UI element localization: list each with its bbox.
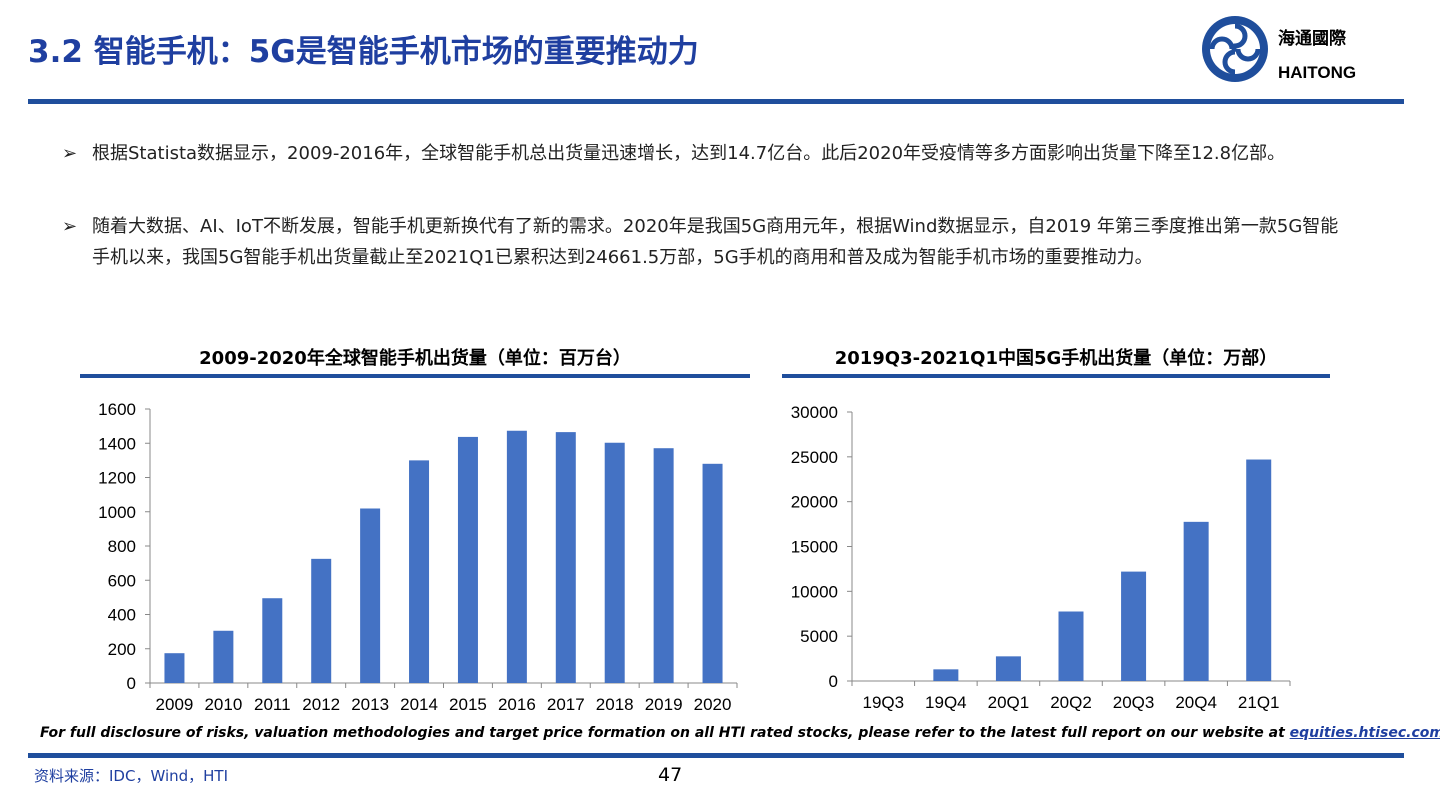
page-title: 3.2 智能手机：5G是智能手机市场的重要推动力: [28, 34, 699, 70]
x-tick-label: 19Q4: [925, 693, 967, 712]
x-tick-label: 2016: [498, 695, 536, 714]
source-note: 资料来源：IDC，Wind，HTI: [34, 767, 229, 785]
x-tick-label: 20Q1: [988, 693, 1030, 712]
bar-2017: [555, 432, 576, 683]
bar-2010: [213, 630, 234, 683]
x-tick-label: 2010: [204, 695, 242, 714]
x-tick-label: 2009: [156, 695, 194, 714]
chart1-title: 2009-2020年全球智能手机出货量（单位：百万台）: [199, 348, 631, 369]
bar-19Q4: [933, 669, 959, 681]
y-tick-label: 5000: [800, 627, 838, 646]
chart1-title-underline: [80, 374, 750, 378]
x-tick-label: 2018: [596, 695, 634, 714]
chart2-title-underline: [782, 374, 1330, 378]
bar-2016: [506, 430, 527, 683]
y-tick-label: 30000: [791, 403, 838, 422]
bar-2020: [702, 463, 723, 683]
y-tick-label: 400: [108, 606, 136, 625]
y-tick-label: 1600: [98, 400, 136, 419]
bar-20Q2: [1058, 611, 1084, 681]
y-tick-label: 10000: [791, 582, 838, 601]
bar-2019: [653, 448, 674, 683]
bar-20Q4: [1183, 521, 1209, 681]
bar-2018: [604, 442, 625, 683]
x-tick-label: 21Q1: [1238, 693, 1280, 712]
y-tick-label: 600: [108, 571, 136, 590]
x-tick-label: 2019: [645, 695, 683, 714]
y-tick-label: 1200: [98, 469, 136, 488]
chart2-title: 2019Q3-2021Q1中国5G手机出货量（单位：万部）: [834, 348, 1278, 369]
y-tick-label: 20000: [791, 493, 838, 512]
bullet-1: ➢ 根据Statista数据显示，2009-2016年，全球智能手机总出货量迅速…: [62, 138, 1352, 169]
header-divider: [28, 99, 1404, 104]
x-tick-label: 2011: [254, 695, 291, 714]
y-tick-label: 15000: [791, 538, 838, 557]
y-tick-label: 0: [829, 672, 838, 691]
bar-2015: [457, 436, 478, 683]
y-tick-label: 1000: [98, 503, 136, 522]
x-tick-label: 19Q3: [862, 693, 904, 712]
x-tick-label: 2015: [449, 695, 487, 714]
bar-21Q1: [1246, 459, 1272, 681]
x-tick-label: 2020: [694, 695, 732, 714]
x-tick-label: 2012: [302, 695, 340, 714]
arrow-bullet-icon: ➢: [62, 143, 78, 164]
y-tick-label: 1400: [98, 434, 136, 453]
bar-20Q1: [995, 656, 1021, 681]
bar-2011: [262, 598, 283, 683]
x-tick-label: 2013: [351, 695, 389, 714]
arrow-bullet-icon: ➢: [62, 216, 78, 237]
bullet-2: ➢ 随着大数据、AI、IoT不断发展，智能手机更新换代有了新的需求。2020年是…: [62, 211, 1352, 273]
page-number: 47: [658, 764, 683, 786]
website-link[interactable]: equities.htisec.com: [1289, 725, 1440, 741]
x-tick-label: 20Q2: [1050, 693, 1092, 712]
y-tick-label: 200: [108, 640, 136, 659]
bar-2009: [164, 653, 185, 683]
bar-2014: [409, 460, 430, 683]
x-tick-label: 20Q4: [1175, 693, 1217, 712]
svg-text:HAITONG: HAITONG: [1278, 63, 1356, 82]
svg-text:海通國際: 海通國際: [1278, 28, 1347, 48]
x-tick-label: 2014: [400, 695, 438, 714]
bar-2013: [360, 508, 381, 683]
disclaimer: For full disclosure of risks, valuation …: [40, 725, 1440, 741]
y-tick-label: 25000: [791, 448, 838, 467]
x-tick-label: 20Q3: [1113, 693, 1155, 712]
bar-2012: [311, 558, 332, 683]
bar-20Q3: [1121, 571, 1147, 681]
haitong-logo: 海通國際 HAITONG: [1202, 16, 1356, 82]
footer-divider: [28, 753, 1404, 758]
y-tick-label: 0: [127, 674, 136, 693]
y-tick-label: 800: [108, 537, 136, 556]
x-tick-label: 2017: [547, 695, 585, 714]
